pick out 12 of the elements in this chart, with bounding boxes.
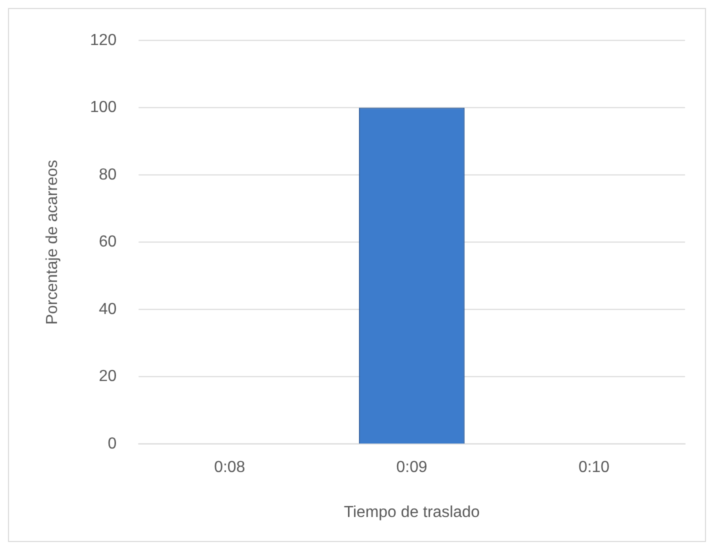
y-tick-label: 120: [90, 32, 117, 49]
y-tick-label: 60: [98, 234, 117, 251]
y-tick-label: 100: [90, 99, 117, 116]
x-axis-title: Tiempo de traslado: [344, 504, 480, 521]
x-tick-label: 0:09: [396, 458, 428, 476]
y-tick-label: 80: [98, 166, 117, 184]
y-tick-label: 0: [108, 435, 117, 452]
y-tick-label: 40: [98, 300, 117, 318]
y-tick-label: 20: [98, 368, 117, 386]
x-tick-label: 0:10: [578, 458, 610, 476]
y-axis-title: Porcentaje de acarreos: [44, 160, 61, 325]
x-tick-label: 0:08: [214, 458, 246, 476]
